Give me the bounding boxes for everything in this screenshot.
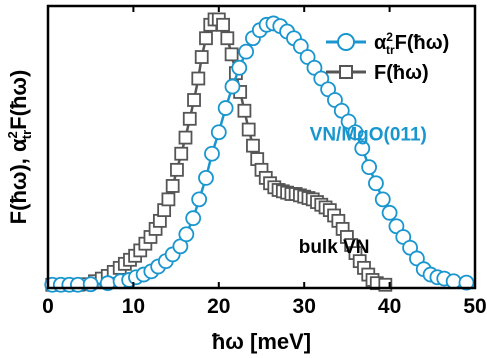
data-point-circle (198, 169, 214, 186)
legend-item-alpha-f: α2 trF(ħω) (326, 30, 449, 57)
data-point-square (199, 31, 213, 46)
x-tick-label: 40 (378, 295, 401, 318)
data-point-square (191, 71, 206, 86)
y-axis-title-sup: 2 (5, 131, 20, 138)
data-point-square (161, 192, 176, 207)
data-point-circle (238, 43, 255, 60)
data-point-square (237, 103, 252, 118)
y-axis-title-part-a: F(ħω), α (6, 138, 31, 224)
data-point-circle (374, 191, 391, 208)
axis-ticks-layer: 0 10 20 30 40 50 (42, 6, 487, 318)
data-point-circle (381, 204, 398, 221)
legend-label-f: F(ħω) (374, 62, 429, 84)
data-point-circle (445, 273, 462, 290)
legend-label-alpha-f: α2 trF(ħω) (374, 30, 449, 57)
annotation-bulk-vn: bulk VN (299, 237, 370, 258)
plot-frame (46, 4, 477, 290)
data-point-square (224, 47, 239, 62)
data-point-square (187, 93, 201, 107)
x-tick-label: 50 (463, 295, 486, 318)
data-point-square (194, 50, 209, 64)
data-point-circle (210, 124, 227, 141)
x-tick-label: 30 (293, 295, 316, 318)
data-point-circle (368, 175, 384, 192)
legend-0-sup: 2 (386, 30, 393, 44)
legend-marker-square (339, 65, 353, 79)
legend-0-part-a: α (374, 32, 387, 54)
y-axis-title-sub: tr (19, 130, 34, 139)
data-point-circle (185, 210, 202, 227)
legend: α2 trF(ħω) F(ħω) (326, 30, 449, 84)
x-tick-label: 0 (42, 295, 54, 318)
y-axis-title-part-b: F(ħω) (6, 70, 31, 130)
data-point-square (216, 17, 230, 32)
data-point-circle (458, 274, 475, 291)
x-tick-label: 10 (122, 295, 145, 318)
series-f (45, 12, 393, 292)
data-point-circle (191, 191, 208, 208)
legend-marker-circle (337, 33, 355, 51)
data-point-circle (354, 140, 371, 157)
legend-0-sub: tr (386, 43, 395, 57)
data-point-square (182, 111, 197, 126)
data-point-circle (69, 276, 86, 293)
data-point-circle (347, 124, 364, 141)
legend-item-f: F(ħω) (326, 62, 429, 84)
data-point-square (170, 162, 184, 177)
data-point-square (178, 130, 193, 145)
y-axis-title: F(ħω), α2trF(ħω) (5, 70, 34, 225)
x-axis-title: ħω [meV] (212, 329, 311, 354)
data-point-square (165, 179, 180, 193)
data-point-square (220, 31, 235, 46)
plot-series-layer (44, 12, 475, 293)
data-point-square (246, 138, 260, 153)
data-point-circle (224, 78, 241, 95)
series-alpha-f (44, 15, 475, 293)
data-point-circle (231, 59, 248, 76)
data-point-circle (204, 145, 220, 162)
legend-0-part-b: F(ħω) (395, 32, 450, 54)
x-tick-label: 20 (207, 295, 230, 318)
data-point-circle (361, 159, 378, 176)
data-point-circle (178, 226, 195, 243)
data-point-circle (217, 100, 234, 116)
annotation-vn-mgo: VN/MgO(011) (310, 124, 427, 145)
data-point-square (174, 146, 189, 161)
data-point-square (241, 122, 256, 137)
